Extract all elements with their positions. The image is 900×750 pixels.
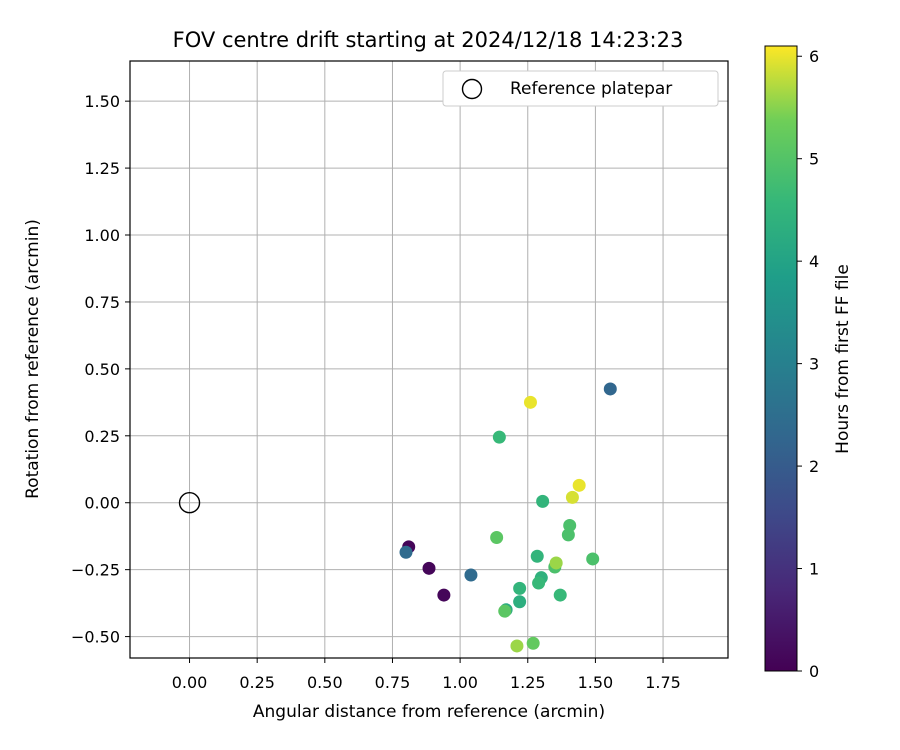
- colorbar: 0 1 2 3 4 5 6 Hours from first FF file: [764, 45, 853, 681]
- colorbar-tick-label: 4: [809, 252, 819, 271]
- scatter-point: [498, 604, 512, 618]
- y-tick-label: −0.25: [71, 561, 120, 580]
- x-tick-label: 0.00: [172, 673, 208, 692]
- x-axis-label: Angular distance from reference (arcmin): [253, 702, 605, 722]
- grid: [130, 61, 728, 658]
- scatter-point: [513, 595, 527, 609]
- y-tick-label: −0.50: [71, 628, 120, 647]
- scatter-point: [526, 636, 540, 650]
- scatter-point: [437, 588, 451, 602]
- colorbar-ticks: 0 1 2 3 4 5 6: [797, 47, 819, 681]
- scatter-point: [532, 576, 546, 590]
- data-points: [178, 382, 617, 653]
- scatter-point: [513, 581, 527, 595]
- x-tick-label: 0.25: [239, 673, 275, 692]
- x-tick-label: 1.50: [578, 673, 614, 692]
- y-axis-label: Rotation from reference (arcmin): [23, 219, 43, 499]
- x-tick-label: 0.50: [307, 673, 343, 692]
- colorbar-tick-label: 3: [809, 355, 819, 374]
- scatter-point: [490, 531, 504, 545]
- y-tick-label: 1.50: [84, 92, 120, 111]
- x-tick-label: 1.00: [442, 673, 478, 692]
- y-tick-label: 1.00: [84, 226, 120, 245]
- scatter-point: [561, 528, 575, 542]
- scatter-point: [399, 545, 413, 559]
- scatter-point: [553, 588, 567, 602]
- scatter-point: [586, 552, 600, 566]
- scatter-point: [464, 568, 478, 582]
- legend: Reference platepar: [442, 70, 719, 107]
- y-tick-label: 0.75: [84, 293, 120, 312]
- x-tick-label: 0.75: [375, 673, 411, 692]
- scatter-point: [603, 382, 617, 396]
- x-tick-label: 1.75: [645, 673, 681, 692]
- reference-platepar-marker: [178, 492, 201, 514]
- scatter-point: [523, 395, 537, 409]
- y-tick-label: 0.00: [84, 494, 120, 513]
- y-tick-label: 0.25: [84, 427, 120, 446]
- colorbar-tick-label: 0: [809, 662, 819, 681]
- legend-marker-reference: [461, 78, 483, 100]
- colorbar-tick-label: 1: [809, 560, 819, 579]
- scatter-point: [530, 549, 544, 563]
- scatter-point: [536, 494, 550, 508]
- scatter-point: [422, 561, 436, 575]
- colorbar-gradient: [764, 45, 798, 672]
- axis-ticks: 0.00 0.25 0.50 0.75 1.00 1.25 1.50 1.75 −0.50 −0.…: [71, 92, 681, 692]
- scatter-point: [549, 556, 563, 570]
- chart-title: FOV centre drift starting at 2024/12/18 …: [173, 28, 684, 52]
- colorbar-tick-label: 5: [809, 150, 819, 169]
- scatter-point: [510, 639, 524, 653]
- scatter-point: [565, 490, 579, 504]
- y-tick-label: 0.50: [84, 360, 120, 379]
- y-tick-label: 1.25: [84, 159, 120, 178]
- colorbar-tick-label: 6: [809, 47, 819, 66]
- legend-box: [442, 70, 719, 107]
- colorbar-label: Hours from first FF file: [833, 264, 853, 454]
- x-tick-label: 1.25: [510, 673, 546, 692]
- scatter-point: [492, 430, 506, 444]
- legend-label-reference: Reference platepar: [510, 79, 672, 99]
- colorbar-tick-label: 2: [809, 457, 819, 476]
- scatter-point: [572, 478, 586, 492]
- plot-frame: [129, 60, 729, 659]
